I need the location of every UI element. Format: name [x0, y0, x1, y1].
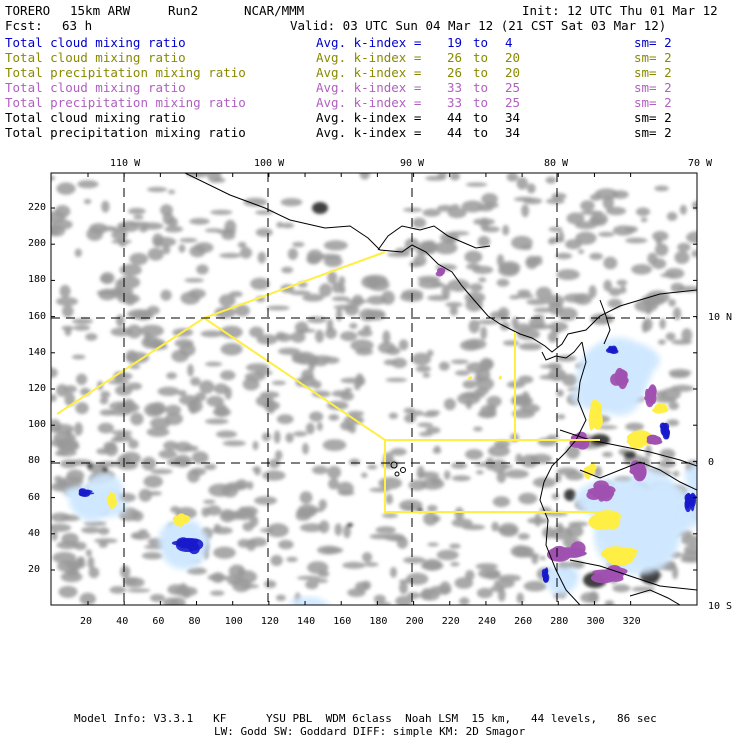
- legend-to-word: to: [473, 125, 489, 140]
- legend-k-from: 33: [447, 95, 463, 110]
- legend-field-name: Total cloud mixing ratio: [5, 35, 186, 50]
- legend-smoothing: sm= 2: [634, 95, 672, 110]
- legend-to-word: to: [473, 80, 489, 95]
- legend-avg-label: Avg. k-index =: [316, 110, 422, 125]
- graticule: [51, 173, 697, 605]
- coastlines: [184, 173, 697, 605]
- y-tick-label: 180: [28, 274, 47, 286]
- legend-avg-label: Avg. k-index =: [316, 65, 422, 80]
- x-tick-label: 320: [622, 616, 641, 627]
- x-tick-label: 160: [333, 616, 352, 627]
- x-tick-label: 100: [224, 616, 243, 627]
- legend-avg-label: Avg. k-index =: [316, 50, 422, 65]
- legend-smoothing: sm= 2: [634, 80, 672, 95]
- legend-k-to: 34: [505, 125, 521, 140]
- x-tick-label: 300: [586, 616, 605, 627]
- legend-k-to: 34: [505, 110, 521, 125]
- x-tick-label: 60: [152, 616, 165, 627]
- valid-time: Valid: 03 UTC Sun 04 Mar 12 (21 CST Sat …: [290, 18, 667, 33]
- y-tick-label: 160: [28, 310, 47, 322]
- legend-k-to: 4: [505, 35, 513, 50]
- legend-to-word: to: [473, 35, 489, 50]
- lat-label-10n: 10 N: [708, 312, 733, 323]
- legend-field-name: Total precipitation mixing ratio: [5, 65, 246, 80]
- legend-avg-label: Avg. k-index =: [316, 80, 422, 95]
- x-tick-label: 40: [116, 616, 129, 627]
- legend-k-to: 25: [505, 80, 521, 95]
- y-tick-label: 120: [28, 383, 47, 394]
- field-layer: [51, 173, 697, 605]
- x-tick-label: 20: [80, 616, 93, 627]
- y-tick-label: 60: [28, 491, 41, 503]
- legend-k-from: 33: [447, 80, 463, 95]
- legend-avg-label: Avg. k-index =: [316, 95, 422, 110]
- forecast-hour: 63 h: [62, 18, 93, 33]
- frame-ticks: [51, 173, 697, 605]
- legend-k-from: 26: [447, 65, 463, 80]
- legend-field-name: Total cloud mixing ratio: [5, 110, 186, 125]
- legend-to-word: to: [473, 50, 489, 65]
- legend-k-to: 25: [505, 95, 521, 110]
- legend-field-name: Total precipitation mixing ratio: [5, 95, 246, 110]
- legend-field-name: Total cloud mixing ratio: [5, 80, 186, 95]
- model-resolution: 15km ARW: [70, 3, 131, 18]
- legend-k-from: 44: [447, 125, 463, 140]
- model-info: Model Info: V3.3.1 KF YSU PBL WDM 6class…: [74, 712, 657, 725]
- x-tick-label: 140: [297, 616, 316, 627]
- forecast-label: Fcst:: [5, 18, 43, 33]
- y-tick-label: 40: [28, 527, 41, 539]
- legend-field-name: Total precipitation mixing ratio: [5, 125, 246, 140]
- y-tick-label: 140: [28, 346, 47, 358]
- legend-k-from: 19: [447, 35, 463, 50]
- y-tick-label: 100: [28, 419, 47, 431]
- legend-avg-label: Avg. k-index =: [316, 35, 422, 50]
- legend-k-to: 20: [505, 50, 521, 65]
- legend-smoothing: sm= 2: [634, 110, 672, 125]
- legend-smoothing: sm= 2: [634, 35, 672, 50]
- legend-field-name: Total cloud mixing ratio: [5, 50, 186, 65]
- legend-to-word: to: [473, 65, 489, 80]
- legend-to-word: to: [473, 110, 489, 125]
- y-tick-label: 220: [28, 202, 47, 213]
- legend-smoothing: sm= 2: [634, 50, 672, 65]
- precip-field-colored: [63, 267, 697, 605]
- legend-k-from: 44: [447, 110, 463, 125]
- physics-info: LW: Godd SW: Goddard DIFF: simple KM: 2D…: [214, 725, 526, 738]
- x-tick-label: 260: [514, 616, 533, 627]
- x-tick-label: 200: [405, 616, 424, 627]
- y-tick-label: 20: [28, 564, 41, 575]
- legend-smoothing: sm= 2: [634, 65, 672, 80]
- lon-label-100w: 100 W: [254, 158, 285, 169]
- x-tick-label: 80: [188, 616, 201, 627]
- x-tick-label: 240: [477, 616, 496, 627]
- init-time: Init: 12 UTC Thu 01 Mar 12: [522, 3, 718, 18]
- legend-k-from: 26: [447, 50, 463, 65]
- x-tick-label: 280: [550, 616, 569, 627]
- x-tick-label: 220: [441, 616, 460, 627]
- legend-to-word: to: [473, 95, 489, 110]
- model-name: TORERO: [5, 3, 51, 18]
- x-tick-label: 180: [369, 616, 388, 627]
- legend-avg-label: Avg. k-index =: [316, 125, 422, 140]
- lat-label-10s: 10 S: [708, 601, 733, 612]
- lon-label-80w: 80 W: [544, 158, 569, 169]
- run-label: Run2: [168, 3, 199, 18]
- x-tick-label: 120: [260, 616, 279, 627]
- legend-k-to: 20: [505, 65, 521, 80]
- lat-label-eq: 0: [708, 457, 715, 468]
- legend-smoothing: sm= 2: [634, 125, 672, 140]
- lon-label-70w: 70 W: [688, 158, 713, 169]
- y-tick-label: 80: [28, 455, 41, 467]
- lon-label-110w: 110 W: [110, 158, 141, 169]
- org-label: NCAR/MMM: [244, 3, 305, 18]
- lon-label-90w: 90 W: [400, 158, 425, 169]
- y-tick-label: 200: [28, 238, 47, 250]
